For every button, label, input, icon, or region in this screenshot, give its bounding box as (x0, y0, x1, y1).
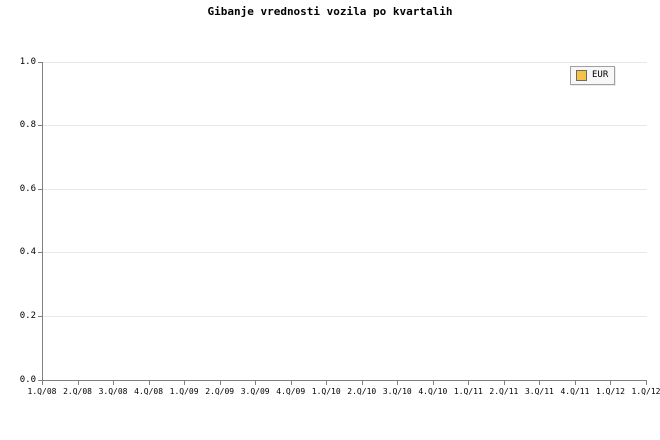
legend-swatch-eur (576, 70, 587, 81)
gridline-0.2 (43, 316, 647, 317)
gridline-0.4 (43, 252, 647, 253)
xtick-mark (255, 381, 257, 385)
xtick-mark (539, 381, 541, 385)
xtick-mark (326, 381, 328, 385)
xtick-label: 1.Q/08 (27, 387, 57, 396)
xtick-mark (290, 381, 292, 385)
xtick-label: 1.Q/11 (453, 387, 483, 396)
xtick-label: 4.Q/08 (134, 387, 164, 396)
xtick-label: 4.Q/10 (418, 387, 448, 396)
ytick-label-0.4: 0.4 (19, 247, 36, 257)
ytick-mark-1.0 (38, 62, 42, 63)
xtick-mark (646, 381, 647, 385)
xtick-label: 4.Q/09 (276, 387, 306, 396)
ytick-label-1.0: 1.0 (19, 57, 36, 67)
xtick-mark (184, 381, 186, 385)
xtick-label: 2.Q/10 (347, 387, 377, 396)
legend-label-eur: EUR (592, 70, 609, 80)
xtick-mark (42, 381, 43, 385)
xtick-mark (432, 381, 434, 385)
xtick-mark (610, 381, 612, 385)
xtick-label: 2.Q/11 (489, 387, 519, 396)
xtick-label: 2.Q/09 (205, 387, 235, 396)
xtick-label: 1.Q/09 (169, 387, 199, 396)
plot-area (42, 62, 647, 381)
ytick-mark-0.8 (38, 125, 42, 126)
xtick-mark (148, 381, 150, 385)
legend[interactable]: EUR (570, 66, 616, 85)
xtick-label: 1.Q/12 (596, 387, 625, 396)
xtick-label: 1.Q/12 (631, 387, 660, 396)
ytick-label-0.6: 0.6 (19, 184, 36, 194)
ytick-label-0.2: 0.2 (19, 311, 36, 321)
xtick-label: 3.Q/08 (98, 387, 128, 396)
xtick-label: 1.Q/10 (311, 387, 341, 396)
chart-title: Gibanje vrednosti vozila po kvartalih (207, 5, 453, 18)
xtick-mark (468, 381, 470, 385)
xtick-mark (503, 381, 505, 385)
xtick-mark (77, 381, 79, 385)
xtick-mark (219, 381, 221, 385)
ytick-mark-0.6 (38, 189, 42, 190)
xtick-mark (361, 381, 363, 385)
xtick-label: 4.Q/11 (560, 387, 590, 396)
ytick-label-0.8: 0.8 (19, 120, 36, 130)
xtick-label: 2.Q/08 (63, 387, 92, 396)
xtick-mark (113, 381, 115, 385)
gridline-0.8 (43, 125, 647, 126)
gridline-1.0 (43, 62, 647, 63)
ytick-mark-0.4 (38, 252, 42, 253)
ytick-mark-0.2 (38, 316, 42, 317)
ytick-label-0.0: 0.0 (19, 375, 36, 385)
gridline-0.6 (43, 189, 647, 190)
xtick-mark (397, 381, 399, 385)
xtick-label: 3.Q/11 (524, 387, 554, 396)
ytick-mark-0.0 (38, 380, 42, 381)
xtick-label: 3.Q/10 (382, 387, 412, 396)
xtick-mark (574, 381, 576, 385)
xtick-label: 3.Q/09 (240, 387, 270, 396)
series-eur-line (43, 62, 647, 380)
